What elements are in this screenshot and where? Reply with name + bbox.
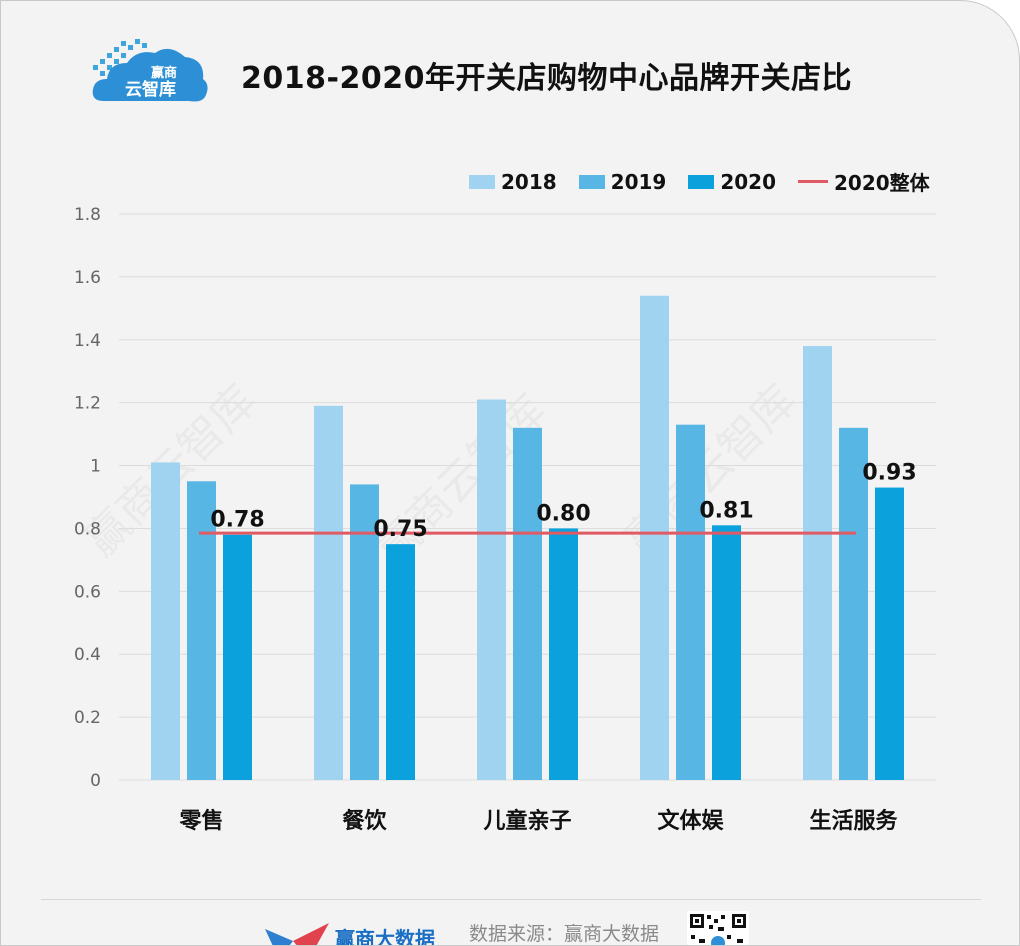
bar-2020-1	[386, 544, 415, 780]
x-category-label: 餐饮	[342, 809, 387, 834]
bar-2020-3	[712, 525, 741, 780]
yingshang-bigdata-logo	[265, 923, 329, 945]
footer-brand: 赢商大数据	[335, 927, 435, 946]
x-category-label: 儿童亲子	[482, 808, 571, 834]
data-label-2020: 0.80	[536, 501, 590, 526]
chart-title: 2018-2020年开关店购物中心品牌开关店比	[241, 61, 852, 96]
y-tick-label: 0.8	[74, 519, 101, 539]
y-tick-label: 1.6	[74, 268, 101, 288]
legend-label-2018: 2018	[501, 169, 557, 194]
y-tick-label: 0	[90, 771, 101, 791]
bar-2018-3	[640, 295, 669, 780]
data-label-2020: 0.81	[699, 498, 753, 523]
bar-2019-0	[187, 481, 216, 780]
bar-2018-2	[477, 399, 506, 780]
yingshang-cloud-logo: 赢商 云智库	[92, 39, 208, 102]
legend-swatch-2020	[688, 174, 715, 189]
bar-2020-2	[549, 528, 578, 780]
footer-source: 数据来源：赢商大数据	[469, 923, 660, 945]
y-tick-label: 1.2	[74, 394, 101, 414]
y-tick-label: 1.4	[74, 331, 101, 351]
bar-2019-4	[839, 427, 868, 780]
bar-2018-4	[803, 346, 832, 780]
legend-label-overall: 2020整体	[834, 171, 930, 195]
chart-legend: 2018 2019 2020 2020整体	[469, 167, 952, 196]
data-label-2020: 0.78	[210, 508, 264, 533]
bar-2020-0	[223, 534, 252, 780]
logo-pixels	[93, 39, 147, 76]
legend-item-overall: 2020整体	[798, 167, 930, 196]
legend-label-2020: 2020	[720, 169, 777, 194]
legend-label-2019: 2019	[610, 169, 667, 194]
x-category-label: 文体娱	[657, 808, 724, 834]
qr-code	[687, 911, 749, 945]
y-tick-label: 0.2	[74, 708, 101, 728]
footer-divider	[41, 899, 981, 900]
legend-item-2018: 2018	[469, 170, 557, 194]
legend-line-overall	[798, 180, 829, 183]
x-category-label: 生活服务	[809, 809, 898, 834]
bar-2019-2	[513, 427, 542, 780]
x-category-label: 零售	[178, 808, 223, 834]
legend-item-2019: 2019	[578, 169, 667, 194]
logo-cloud-shape	[92, 48, 208, 102]
bar-2018-1	[314, 405, 343, 780]
data-label-2020: 0.75	[373, 517, 427, 542]
bar-2019-3	[676, 424, 705, 780]
legend-item-2020: 2020	[688, 170, 776, 194]
bar-2020-4	[875, 487, 904, 780]
legend-swatch-2018	[469, 174, 495, 189]
y-tick-label: 1	[90, 457, 101, 477]
legend-swatch-2019	[578, 174, 605, 189]
bar-2018-0	[151, 462, 180, 780]
y-tick-label: 1.8	[74, 205, 101, 225]
logo-text-bottom: 云智库	[125, 79, 176, 100]
y-tick-label: 0.4	[74, 645, 101, 665]
data-label-2020: 0.93	[862, 461, 916, 486]
logo-text-top: 赢商	[151, 65, 177, 81]
y-tick-label: 0.6	[74, 582, 101, 602]
